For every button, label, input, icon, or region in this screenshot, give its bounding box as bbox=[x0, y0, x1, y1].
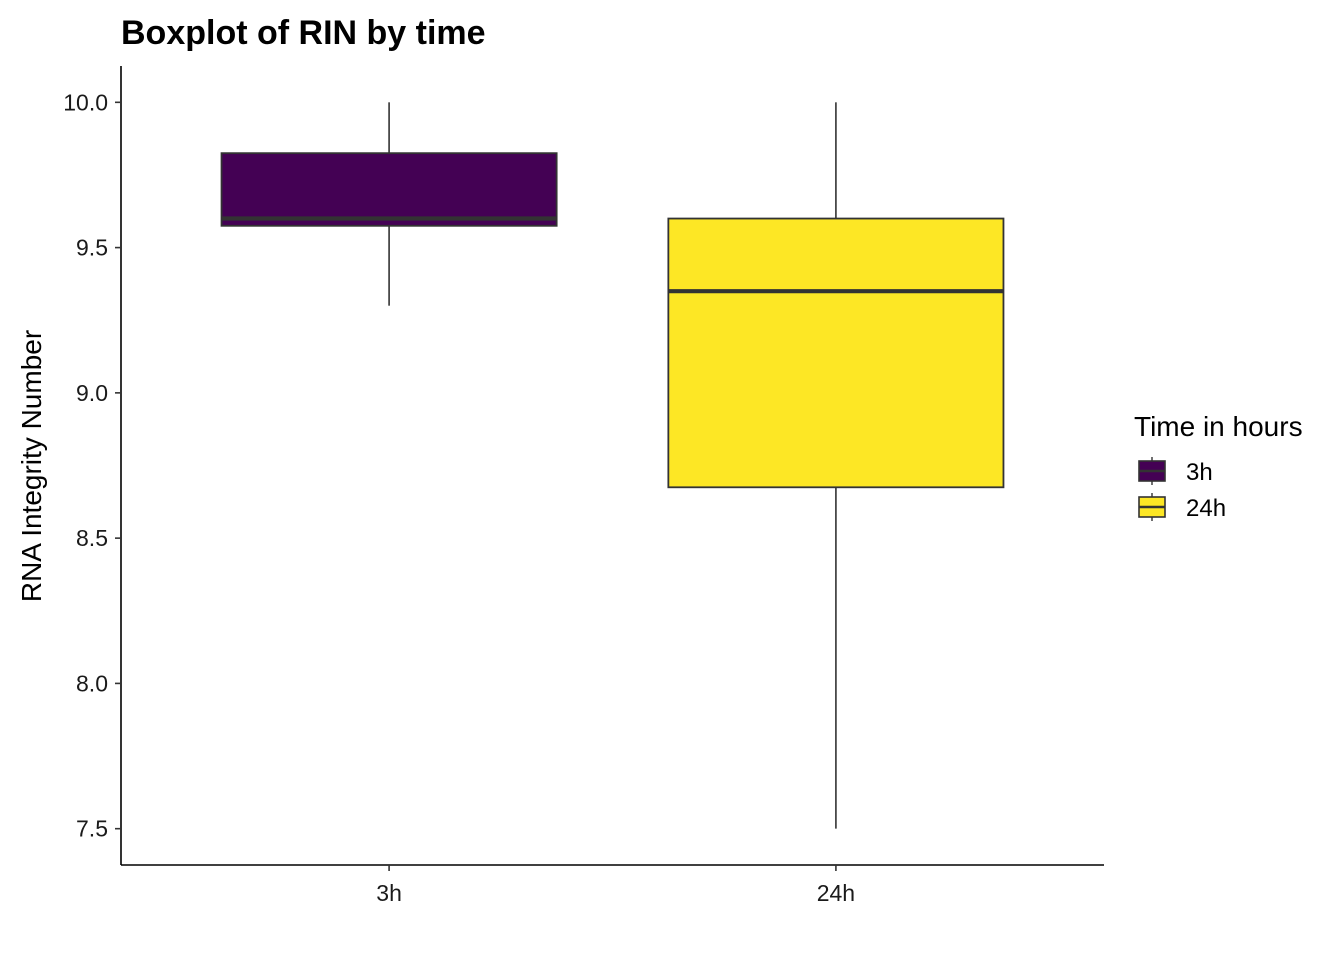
y-tick-label: 7.5 bbox=[76, 816, 108, 842]
box-3h bbox=[220, 102, 558, 306]
legend-item-24h: 24h bbox=[1138, 493, 1226, 522]
plot-area bbox=[220, 102, 1005, 829]
legend-item-3h: 3h bbox=[1138, 457, 1213, 486]
y-tick-label: 8.5 bbox=[76, 525, 108, 551]
y-tick-label: 8.0 bbox=[76, 670, 108, 696]
y-tick-label: 9.5 bbox=[76, 235, 108, 261]
box-24h bbox=[667, 102, 1005, 829]
legend-label: 24h bbox=[1186, 495, 1226, 522]
y-tick-label: 9.0 bbox=[76, 380, 108, 406]
y-tick-label: 10.0 bbox=[63, 89, 108, 115]
y-axis-ticks: 7.5 8.0 8.5 9.0 9.5 10.0 bbox=[63, 89, 121, 842]
legend-title: Time in hours bbox=[1134, 411, 1303, 442]
x-tick-label: 3h bbox=[376, 880, 402, 906]
y-axis-label: RNA Integrity Number bbox=[16, 330, 47, 602]
iqr-box bbox=[667, 217, 1005, 489]
chart-title: Boxplot of RIN by time bbox=[121, 14, 486, 52]
x-axis-ticks: 3h 24h bbox=[376, 865, 855, 906]
legend-label: 3h bbox=[1186, 459, 1213, 486]
iqr-box bbox=[220, 152, 558, 227]
x-tick-label: 24h bbox=[817, 880, 855, 906]
